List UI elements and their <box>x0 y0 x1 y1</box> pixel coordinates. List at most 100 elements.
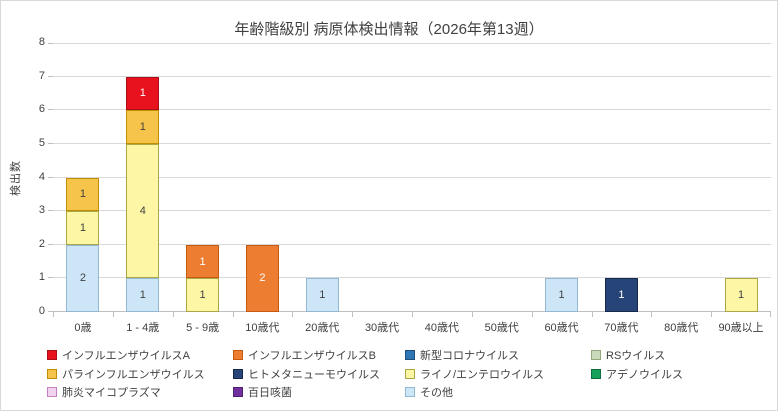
x-tick-mark <box>471 312 473 317</box>
y-tick-mark <box>48 243 53 245</box>
legend-item: 肺炎マイコプラズマ <box>47 383 233 402</box>
bar-90歳以上: 1 <box>724 278 758 312</box>
bar-segment: 2 <box>245 244 279 312</box>
bar-segment-label: 1 <box>199 289 206 302</box>
legend-swatch <box>405 368 415 379</box>
y-tick-mark <box>48 311 53 312</box>
legend-item: パラインフルエンザウイルス <box>47 365 233 384</box>
legend-item: RSウイルス <box>591 346 761 365</box>
legend-label: 百日咳菌 <box>248 387 292 400</box>
y-tick-mark <box>48 75 53 77</box>
legend-item: アデノウイルス <box>591 365 761 384</box>
legend-swatch <box>591 368 601 379</box>
x-tick-mark <box>232 312 234 317</box>
bar-segment-label: 1 <box>618 289 625 302</box>
bar-segment-label: 1 <box>79 221 86 234</box>
bar-5 - 9歳: 11 <box>186 244 220 312</box>
x-tick-mark <box>112 312 114 317</box>
y-tick-label: 3 <box>38 204 45 217</box>
y-tick-mark <box>48 176 53 178</box>
y-tick-label: 0 <box>38 305 45 317</box>
x-tick-mark <box>292 312 294 317</box>
bar-segment: 1 <box>126 278 160 312</box>
bar-1 - 4歳: 1 4 1 1 <box>126 76 160 312</box>
y-tick-mark <box>48 109 53 111</box>
gridline <box>53 210 771 212</box>
y-tick-label: 8 <box>38 36 45 48</box>
y-tick-mark <box>48 277 53 279</box>
legend-label: その他 <box>420 387 453 400</box>
x-axis-line <box>53 311 771 312</box>
gridline <box>53 277 771 279</box>
bar-segment: 1 <box>66 177 100 212</box>
legend-swatch <box>233 368 243 379</box>
bar-segment-label: 1 <box>139 87 146 100</box>
bar-segment: 1 <box>186 278 220 312</box>
x-tick-mark <box>531 312 533 317</box>
x-category-label: 30歳代 <box>364 322 400 334</box>
y-tick-label: 2 <box>38 237 45 250</box>
legend-swatch <box>47 387 57 398</box>
legend-item: インフルエンザウイルスB <box>233 346 405 365</box>
bar-10歳代: 2 <box>245 244 279 312</box>
bar-70歳代: 1 <box>604 278 638 312</box>
y-tick-label: 5 <box>38 136 45 149</box>
y-tick-mark <box>48 210 53 212</box>
bar-segment: 2 <box>66 244 100 312</box>
bar-segment: 1 <box>545 278 579 312</box>
x-category-label: 0歳 <box>74 322 92 334</box>
bar-segment-label: 1 <box>558 289 565 302</box>
legend: インフルエンザウイルスA インフルエンザウイルスB 新型コロナウイルス RSウイルスパ… <box>47 346 761 402</box>
y-tick-mark <box>48 43 53 44</box>
legend-label: インフルエンザウイルスB <box>248 350 377 363</box>
x-tick-mark <box>53 312 54 317</box>
x-tick-mark <box>412 312 413 317</box>
bar-20歳代: 1 <box>305 278 339 312</box>
legend-label: 肺炎マイコプラズマ <box>62 387 161 400</box>
legend-label: パラインフルエンザウイルス <box>62 368 205 381</box>
y-tick-label: 4 <box>38 170 45 183</box>
y-tick-mark <box>48 142 53 144</box>
bar-0歳: 2 1 1 <box>66 177 100 312</box>
bar-segment: 1 <box>724 278 758 312</box>
legend-label: インフルエンザウイルスA <box>62 350 191 363</box>
bar-segment-label: 1 <box>139 121 146 134</box>
legend-item: ライノ/エンテロウイルス <box>405 365 591 384</box>
bar-segment-label: 1 <box>79 188 86 201</box>
x-category-label: 70歳代 <box>604 322 639 334</box>
x-category-label: 50歳代 <box>484 322 519 334</box>
legend-item: 百日咳菌 <box>233 383 405 402</box>
gridline <box>53 243 771 245</box>
chart-title: 年齢階級別 病原体検出情報（2026年第13週） <box>234 21 544 38</box>
x-tick-mark <box>651 312 653 317</box>
x-category-label: 40歳代 <box>424 322 460 334</box>
bar-segment-label: 1 <box>738 289 745 302</box>
legend-item: 新型コロナウイルス <box>405 346 591 365</box>
x-category-label: 90歳以上 <box>718 322 764 334</box>
gridline <box>53 176 771 178</box>
y-tick-label: 1 <box>38 271 45 284</box>
legend-swatch <box>591 350 601 361</box>
legend-label: 新型コロナウイルス <box>420 350 519 363</box>
x-tick-mark <box>172 312 174 317</box>
bar-segment-label: 2 <box>79 272 86 285</box>
x-tick-mark <box>352 312 354 317</box>
x-tick-mark <box>770 312 771 317</box>
legend-item: ヒトメタニューモウイルス <box>233 365 405 384</box>
bar-segment: 1 <box>126 76 160 111</box>
legend-item: その他 <box>405 383 591 402</box>
gridline <box>53 43 771 44</box>
x-category-label: 1 - 4歳 <box>126 322 160 334</box>
gridline <box>53 109 771 111</box>
y-tick-label: 7 <box>38 69 45 82</box>
bar-60歳代: 1 <box>545 278 579 312</box>
gridline <box>53 75 771 77</box>
x-category-label: 80歳代 <box>664 322 699 334</box>
legend-swatch <box>47 368 57 379</box>
y-tick-label: 6 <box>38 103 45 116</box>
x-tick-mark <box>591 312 593 317</box>
bar-segment-label: 1 <box>199 255 206 268</box>
legend-swatch <box>233 387 243 398</box>
bar-segment-label: 1 <box>139 289 146 302</box>
